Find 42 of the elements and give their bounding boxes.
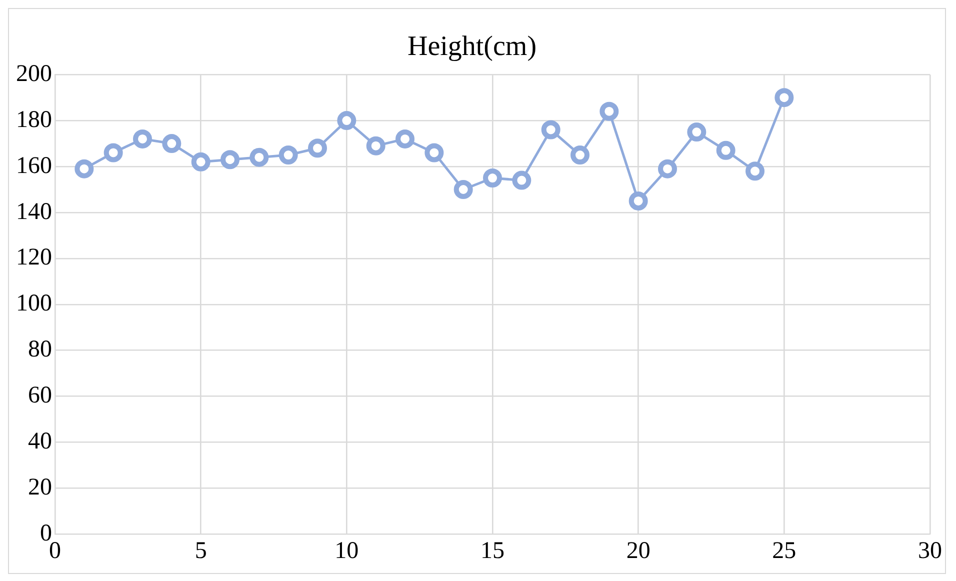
x-tick-label: 25	[772, 538, 796, 564]
point	[191, 152, 210, 172]
x-tick-label: 15	[480, 538, 504, 564]
point	[658, 159, 677, 178]
point	[541, 120, 560, 140]
point	[396, 129, 414, 148]
y-tick-label: 60	[28, 382, 52, 409]
point	[104, 143, 123, 162]
x-tick-label: 10	[334, 538, 359, 564]
y-tick-label: 140	[16, 198, 52, 225]
point	[220, 150, 240, 170]
y-tick-label: 100	[16, 290, 52, 317]
point	[512, 170, 532, 190]
point	[74, 159, 94, 178]
point	[366, 136, 386, 156]
point	[278, 146, 298, 165]
y-tick-label: 200	[16, 60, 52, 87]
point	[716, 140, 736, 160]
point	[570, 146, 590, 165]
y-tick-label: 180	[16, 106, 52, 133]
y-tick-label: 120	[16, 244, 52, 271]
point	[687, 122, 706, 142]
point	[454, 180, 473, 199]
point	[628, 191, 648, 210]
point	[337, 111, 356, 130]
y-tick-label: 160	[16, 152, 52, 179]
point	[424, 143, 444, 162]
point	[308, 138, 327, 158]
chart-title: Height(cm)	[407, 31, 537, 62]
point	[133, 129, 152, 148]
point	[774, 88, 794, 108]
x-tick-label: 5	[194, 538, 207, 564]
point	[746, 162, 764, 181]
y-tick-label: 80	[28, 336, 52, 363]
point	[162, 134, 182, 154]
point	[250, 148, 269, 167]
point	[600, 102, 619, 121]
x-tick-label: 20	[626, 538, 650, 564]
x-tick-label: 30	[918, 538, 942, 564]
y-tick-label: 40	[28, 428, 52, 455]
y-tick-label: 20	[28, 474, 52, 501]
point	[483, 168, 502, 188]
